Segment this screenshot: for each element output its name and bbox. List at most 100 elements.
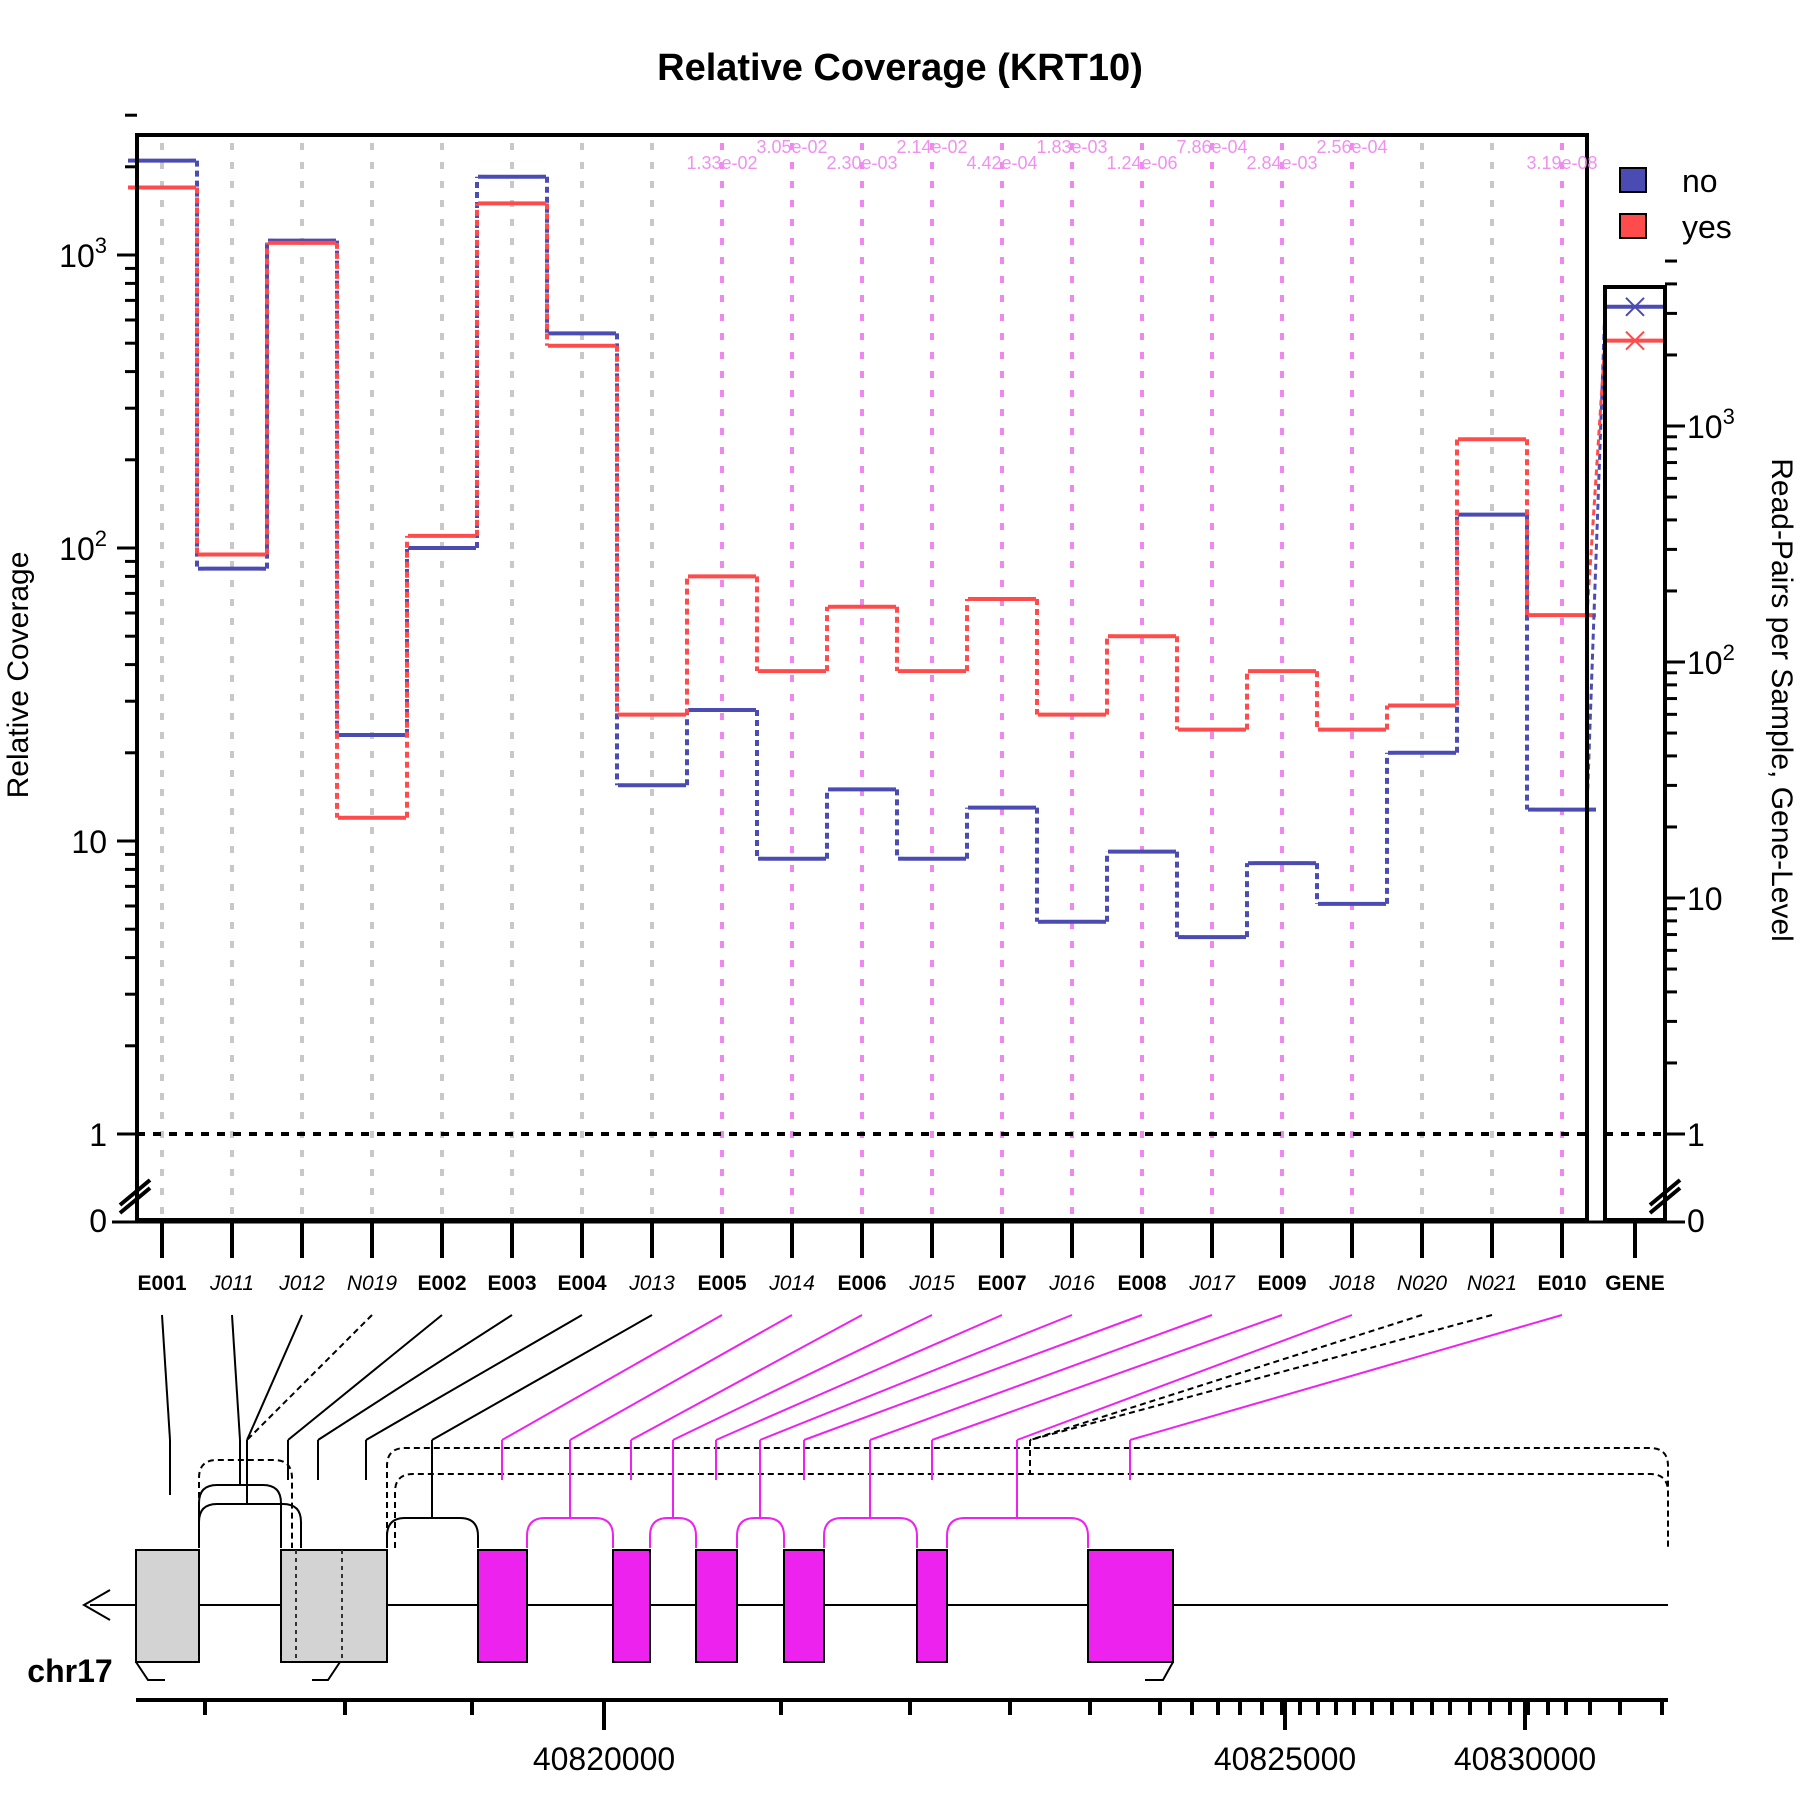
exon-box-E005	[477, 1549, 528, 1663]
junction-arc-J014	[526, 1517, 614, 1548]
feature-label-E001: E001	[137, 1272, 186, 1295]
feature-connector-E002	[287, 1314, 443, 1441]
y-right-tick-label-exp: 2	[1723, 640, 1735, 665]
feature-label-E002: E002	[417, 1272, 466, 1295]
feature-connector-J016	[759, 1314, 1073, 1441]
legend-label-yes: yes	[1682, 209, 1732, 245]
gene-feature-label: GENE	[1605, 1272, 1665, 1295]
y-axis-right-label: Read-Pairs per Sample, Gene-Level	[1765, 458, 1798, 942]
y-right-tick-label-base: 10	[1687, 645, 1723, 681]
y-right-tick-label-base: 1	[1687, 1117, 1705, 1153]
y-right-tick-label-1: 1	[1687, 1117, 1705, 1153]
feature-connector-E001	[161, 1314, 171, 1441]
junction-arc-J018	[946, 1517, 1089, 1548]
feature-connector-J012	[246, 1314, 303, 1441]
junction-arc-J012	[198, 1503, 302, 1548]
axis-break-mark	[118, 1186, 152, 1215]
exon-box-E007	[695, 1549, 738, 1663]
exon-box-E009	[916, 1549, 948, 1663]
feature-label-E005: E005	[697, 1272, 746, 1295]
feature-connector-E007	[715, 1314, 1003, 1441]
y-tick-label-10: 10	[71, 824, 107, 860]
utr-mark	[312, 1661, 341, 1681]
genome-tick-label-40825000: 40825000	[1214, 1741, 1356, 1777]
feature-connector-E010	[1129, 1314, 1563, 1441]
exon-box-E001	[135, 1549, 200, 1663]
feature-label-J011: J011	[209, 1272, 254, 1295]
junction-arc-J016	[736, 1517, 785, 1548]
axis-break-mark	[118, 1178, 152, 1207]
axis-break-mark	[1648, 1178, 1682, 1207]
feature-connector-J018	[1016, 1314, 1353, 1441]
feature-label-N021: N021	[1467, 1272, 1517, 1295]
exon-box-E002-E004	[280, 1549, 388, 1663]
feature-connector-N021	[1029, 1314, 1493, 1441]
junction-arc-J013	[386, 1517, 479, 1548]
genome-tick-label-40820000: 40820000	[533, 1741, 675, 1777]
feature-label-E003: E003	[487, 1272, 536, 1295]
feature-connector-J014	[569, 1314, 793, 1441]
y-tick-label-1: 1	[89, 1117, 107, 1153]
feature-label-J013: J013	[628, 1272, 675, 1295]
y-right-tick-label-100: 102	[1687, 640, 1735, 681]
exon-box-E010	[1087, 1549, 1174, 1663]
gene-level-marker-no	[1625, 297, 1645, 317]
pvalue-label-J014: 3.05e-02	[756, 137, 827, 157]
chart-title: Relative Coverage (KRT10)	[657, 47, 1143, 89]
feature-label-E008: E008	[1117, 1272, 1166, 1295]
y-right-tick-label-exp: 3	[1723, 404, 1735, 429]
gene-connector-no	[1585, 306, 1607, 810]
y-tick-label-100: 102	[59, 526, 107, 567]
pvalue-label-J017: 7.86e-04	[1176, 137, 1247, 157]
feature-connector-E008	[803, 1314, 1143, 1441]
utr-mark	[1145, 1661, 1174, 1681]
feature-connector-J013	[431, 1314, 653, 1441]
gene-connector-yes	[1585, 340, 1607, 616]
feature-label-J014: J014	[768, 1272, 815, 1295]
pvalue-label-E008: 1.24e-06	[1106, 153, 1177, 173]
y-tick-label-1000: 103	[59, 233, 107, 274]
feature-label-J018: J018	[1328, 1272, 1375, 1295]
junction-arc-N021	[394, 1473, 1669, 1548]
y-axis-label: Relative Coverage	[2, 552, 35, 799]
pvalue-label-E009: 2.84e-03	[1246, 153, 1317, 173]
pvalue-label-J016: 1.83e-03	[1036, 137, 1107, 157]
pvalue-label-E006: 2.30e-03	[826, 153, 897, 173]
axis-break-mark	[1648, 1186, 1682, 1215]
y-right-tick-label-base: 10	[1687, 409, 1723, 445]
feature-connector-N020	[1029, 1314, 1423, 1441]
feature-label-J017: J017	[1188, 1272, 1236, 1295]
feature-connector-N019	[246, 1314, 373, 1441]
feature-label-E010: E010	[1537, 1272, 1586, 1295]
junction-arc-J015	[649, 1517, 697, 1548]
feature-connector-E003	[317, 1314, 513, 1441]
feature-label-N020: N020	[1397, 1272, 1448, 1295]
y-right-tick-label-1000: 103	[1687, 404, 1735, 445]
feature-connector-E006	[630, 1314, 863, 1441]
feature-connector-J011	[231, 1314, 241, 1441]
feature-connector-E004	[365, 1314, 583, 1441]
feature-connector-J017	[869, 1314, 1213, 1441]
gene-level-marker-yes	[1625, 330, 1645, 351]
strand-arrow-icon	[81, 1589, 111, 1621]
legend-swatch-yes	[1619, 213, 1647, 239]
exon-box-E006	[612, 1549, 651, 1663]
y-tick-label-exp: 3	[95, 233, 107, 258]
pvalue-label-E010: 3.19e-08	[1526, 153, 1597, 173]
y-tick-label-base: 10	[59, 531, 95, 567]
genome-tick-label-40830000: 40830000	[1454, 1741, 1596, 1777]
y-tick-label-base: 10	[71, 824, 107, 860]
feature-label-E006: E006	[837, 1272, 886, 1295]
feature-connector-J015	[672, 1314, 933, 1441]
exon-box-E008	[783, 1549, 825, 1663]
pvalue-label-E005: 1.33e-02	[686, 153, 757, 173]
pvalue-label-J015: 2.14e-02	[896, 137, 967, 157]
feature-label-J012: J012	[278, 1272, 325, 1295]
feature-label-E004: E004	[557, 1272, 606, 1295]
chromosome-label: chr17	[27, 1653, 112, 1689]
junction-arc-N020	[386, 1447, 1669, 1548]
gene-panel-frame	[1603, 285, 1667, 1222]
utr-mark	[135, 1661, 165, 1681]
pvalue-label-E007: 4.42e-04	[966, 153, 1037, 173]
